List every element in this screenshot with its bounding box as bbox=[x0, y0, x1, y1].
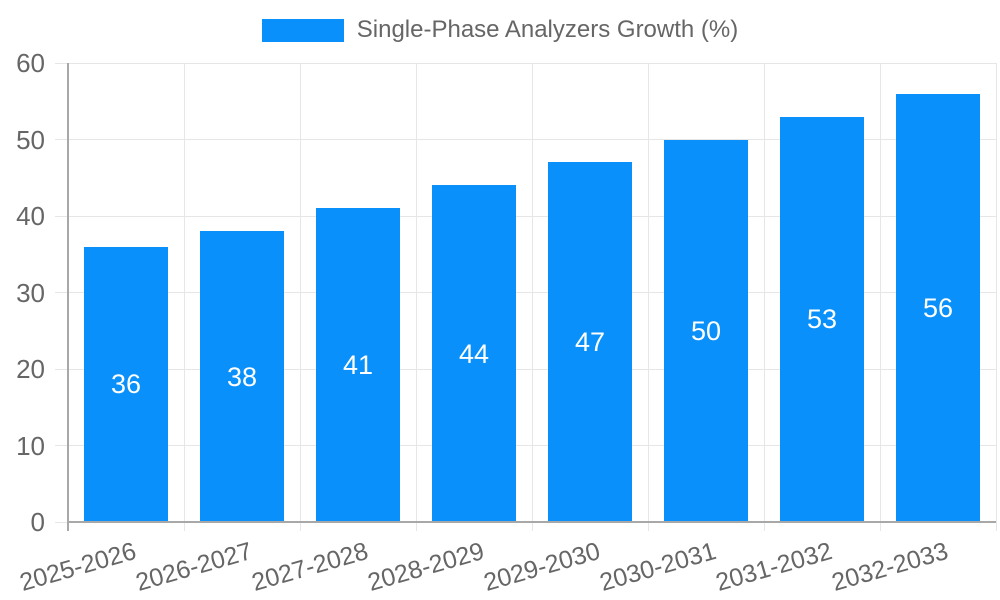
plot-area: 0 10 20 30 40 50 60 36 38 41 44 47 50 53 56 2025-2026 20… bbox=[16, 48, 997, 597]
gridline-horizontal bbox=[55, 292, 996, 293]
x-axis-tick-label: 2027-2028 bbox=[249, 537, 372, 597]
legend: Single-Phase Analyzers Growth (%) bbox=[0, 16, 1000, 44]
legend-label: Single-Phase Analyzers Growth (%) bbox=[356, 16, 739, 43]
x-axis-tick-label: 2030-2031 bbox=[597, 537, 720, 597]
gridline-vertical bbox=[299, 63, 301, 531]
x-axis-tick-label: 2028-2029 bbox=[365, 537, 488, 597]
bar[interactable] bbox=[896, 93, 980, 522]
gridline-horizontal bbox=[55, 215, 996, 217]
y-axis-line bbox=[67, 63, 69, 531]
bar[interactable] bbox=[664, 139, 748, 522]
bar[interactable] bbox=[200, 231, 284, 522]
gridline-vertical bbox=[879, 63, 881, 531]
gridline-horizontal bbox=[55, 139, 996, 140]
x-axis-tick-label: 2031-2032 bbox=[713, 537, 836, 597]
x-axis-tick-label: 2026-2027 bbox=[133, 537, 256, 597]
x-axis-line bbox=[68, 521, 996, 523]
y-axis-tick-label: 20 bbox=[16, 354, 45, 384]
bar[interactable] bbox=[548, 162, 632, 522]
y-axis-tick-label: 60 bbox=[16, 48, 45, 78]
y-axis-tick-label: 0 bbox=[30, 507, 45, 537]
gridline-vertical bbox=[647, 63, 649, 531]
gridline-vertical bbox=[415, 63, 417, 531]
y-axis-tick-label: 40 bbox=[16, 201, 45, 231]
x-axis-tick-label: 2025-2026 bbox=[17, 537, 140, 597]
gridline-vertical bbox=[183, 63, 185, 531]
y-axis-tick-label: 30 bbox=[16, 277, 45, 308]
gridline-vertical bbox=[995, 63, 997, 531]
legend-swatch-icon bbox=[261, 18, 344, 42]
bar[interactable] bbox=[432, 185, 516, 522]
gridline-horizontal bbox=[55, 62, 996, 64]
bar[interactable] bbox=[316, 208, 400, 522]
y-axis-tick-label: 10 bbox=[16, 430, 45, 461]
bar[interactable] bbox=[780, 116, 864, 522]
x-axis-tick-label: 2029-2030 bbox=[481, 537, 604, 597]
x-axis-tick-label: 2032-2033 bbox=[829, 537, 952, 597]
legend-item[interactable]: Single-Phase Analyzers Growth (%) bbox=[261, 16, 739, 44]
gridline-horizontal bbox=[55, 368, 996, 370]
gridline-vertical bbox=[763, 63, 765, 531]
y-axis-tick-label: 50 bbox=[16, 124, 45, 155]
gridline-horizontal bbox=[55, 445, 996, 446]
gridline-vertical bbox=[531, 63, 533, 531]
bar[interactable] bbox=[84, 246, 168, 522]
